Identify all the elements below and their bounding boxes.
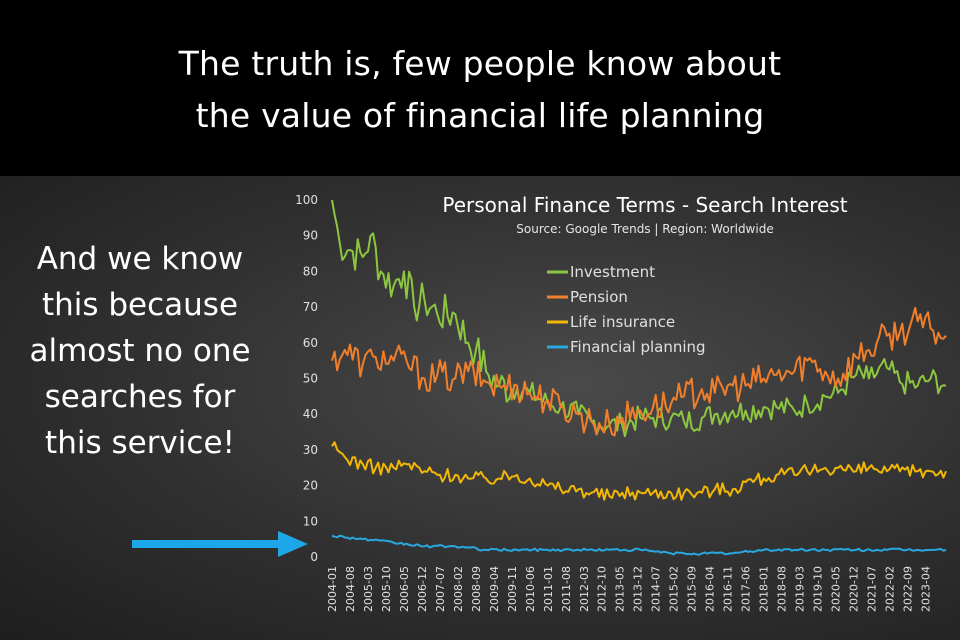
legend-label: Investment [570, 263, 655, 281]
side-text: And we know this because almost no one s… [10, 236, 270, 466]
chart-subtitle: Source: Google Trends | Region: Worldwid… [516, 222, 773, 236]
legend-label: Financial planning [570, 338, 706, 356]
x-tick-label: 2023-04 [919, 566, 932, 612]
x-tick-label: 2011-01 [542, 566, 555, 612]
x-tick-label: 2017-06 [740, 566, 753, 612]
x-tick-label: 2004-08 [344, 566, 357, 612]
series-line-financial-planning [331, 534, 947, 556]
series-line-life-insurance [331, 441, 947, 501]
arrow-head-icon [278, 531, 308, 557]
side-text-line-4: searches for [44, 379, 236, 415]
x-tick-label: 2005-10 [380, 566, 393, 612]
x-tick-label: 2013-05 [614, 566, 627, 612]
side-text-line-2: this because [41, 287, 239, 323]
x-tick-label: 2016-04 [704, 566, 717, 612]
x-tick-label: 2010-06 [524, 566, 537, 612]
y-tick-label: 40 [303, 407, 318, 421]
x-tick-label: 2009-04 [488, 566, 501, 612]
content-panel [0, 176, 960, 640]
y-tick-label: 30 [303, 443, 318, 457]
legend-label: Life insurance [570, 313, 675, 331]
headline-line-2: the value of financial life planning [195, 96, 765, 135]
y-tick-label: 60 [303, 336, 318, 350]
y-tick-label: 70 [303, 300, 318, 314]
x-tick-label: 2022-02 [884, 566, 897, 612]
x-tick-label: 2020-12 [848, 566, 861, 612]
x-tick-label: 2012-03 [578, 566, 591, 612]
x-tick-label: 2004-01 [326, 566, 339, 612]
x-tick-label: 2005-03 [362, 566, 375, 612]
x-tick-label: 2011-08 [560, 566, 573, 612]
x-tick-label: 2013-12 [632, 566, 645, 612]
x-tick-label: 2019-03 [794, 566, 807, 612]
y-tick-label: 80 [303, 264, 318, 278]
side-text-line-3: almost no one [29, 333, 251, 369]
side-text-line-1: And we know [36, 241, 244, 277]
x-tick-label: 2015-02 [668, 566, 681, 612]
x-tick-label: 2015-09 [686, 566, 699, 612]
x-tick-label: 2006-05 [398, 566, 411, 612]
x-tick-label: 2014-07 [650, 566, 663, 612]
x-tick-label: 2022-09 [902, 566, 915, 612]
y-tick-label: 90 [303, 229, 318, 243]
y-tick-label: 0 [310, 550, 318, 564]
x-tick-label: 2020-05 [830, 566, 843, 612]
x-tick-label: 2016-11 [722, 566, 735, 612]
y-tick-label: 100 [295, 193, 318, 207]
x-tick-label: 2021-07 [866, 566, 879, 612]
y-tick-label: 50 [303, 372, 318, 386]
series-line-investment [331, 199, 947, 438]
x-tick-label: 2012-10 [596, 566, 609, 612]
side-text-line-5: this service! [45, 425, 235, 461]
x-tick-label: 2009-11 [506, 566, 519, 612]
header-band: The truth is, few people know about the … [0, 0, 960, 176]
legend-label: Pension [570, 288, 628, 306]
arrow-shaft [132, 540, 280, 548]
x-tick-label: 2006-12 [416, 566, 429, 612]
y-tick-label: 10 [303, 514, 318, 528]
series-line-pension [331, 306, 947, 437]
x-tick-label: 2008-09 [470, 566, 483, 612]
x-tick-label: 2019-10 [812, 566, 825, 612]
x-tick-label: 2018-01 [758, 566, 771, 612]
x-tick-label: 2008-02 [452, 566, 465, 612]
y-tick-label: 20 [303, 479, 318, 493]
x-tick-label: 2007-07 [434, 566, 447, 612]
headline-line-1: The truth is, few people know about [178, 44, 782, 83]
x-tick-label: 2018-08 [776, 566, 789, 612]
chart-title: Personal Finance Terms - Search Interest [442, 193, 847, 217]
